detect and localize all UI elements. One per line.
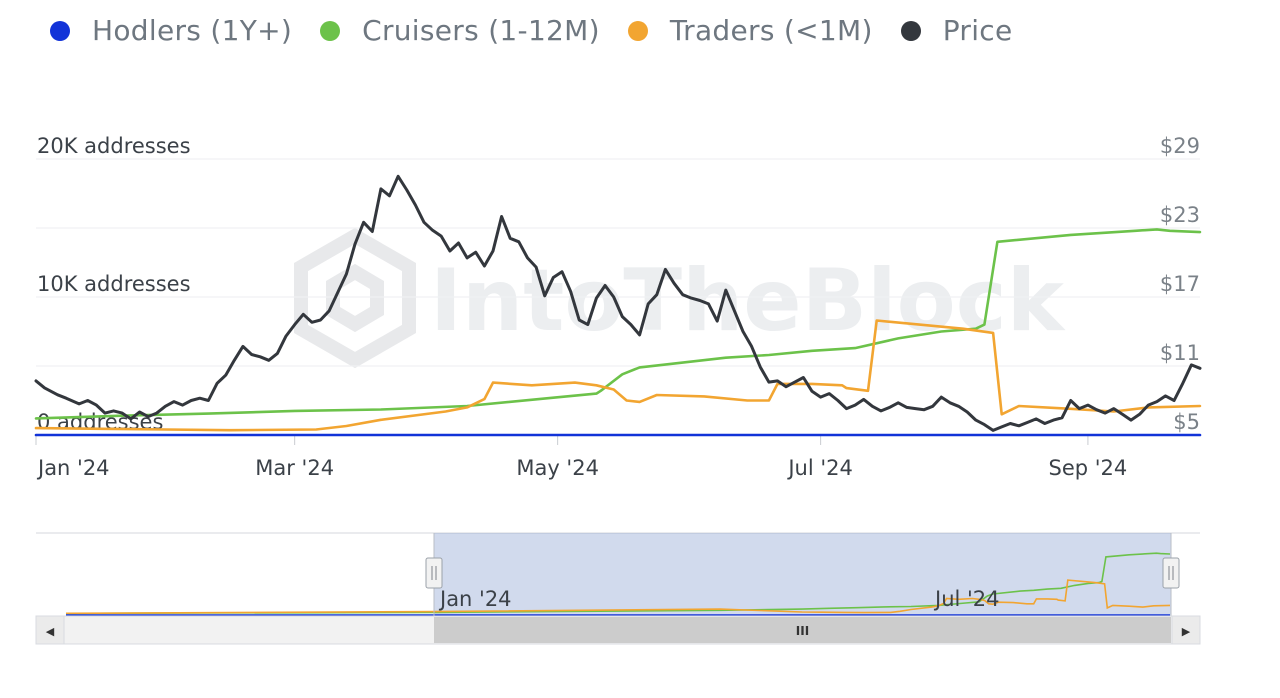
chart-legend: Hodlers (1Y+) Cruisers (1-12M) Traders (… [50,14,1041,47]
y-right-tick-label: $5 [1173,410,1200,434]
navigator-label: Jul '24 [933,587,1000,611]
series-line-traders-1m[interactable] [34,319,1202,432]
legend-label-hodlers: Hodlers (1Y+) [92,14,293,47]
legend-item-hodlers[interactable]: Hodlers (1Y+) [50,14,292,47]
legend-marker-price [900,20,921,41]
series-layer [34,174,1202,437]
series-line-cruisers-1-12m[interactable] [34,228,1202,420]
navigator-series-traders-1m [65,579,1171,615]
watermark-text: IntoTheBlock [430,251,1066,351]
legend-item-price[interactable]: Price [900,14,1013,47]
legend-label-cruisers: Cruisers (1-12M) [362,14,600,47]
scroll-right-arrow-icon: ▶ [1182,625,1191,638]
scrollbar-grip-icon: III [796,624,809,638]
x-tick-label: Sep '24 [1049,456,1128,480]
y-right-tick-label: $23 [1160,203,1200,227]
navigator-right-handle[interactable] [1162,557,1180,589]
scrollbar-right-button[interactable] [1171,615,1201,645]
y-left-tick-label: 20K addresses [37,134,191,158]
y-right-tick-label: $29 [1160,134,1200,158]
scrollbar-thumb[interactable] [434,617,1171,643]
x-tick-label: Mar '24 [255,456,334,480]
scrollbar-left-button[interactable] [35,615,65,645]
legend-item-traders[interactable]: Traders (<1M) [627,14,873,47]
legend-label-traders: Traders (<1M) [669,14,873,47]
scroll-left-arrow-icon: ◀ [46,625,55,638]
navigator: Jan '24 Jul '24 ◀ ▶ III [35,532,1201,645]
legend-marker-traders [627,20,648,41]
x-tick-label: Jan '24 [36,456,110,480]
legend-label-price: Price [942,14,1013,47]
watermark-logo-icon [294,227,416,369]
y-right-tick-label: $11 [1160,341,1200,365]
legend-item-cruisers[interactable]: Cruisers (1-12M) [320,14,600,47]
watermark: IntoTheBlock [294,227,1066,369]
series-line-price[interactable] [34,174,1202,432]
navigator-left-handle[interactable] [425,557,443,589]
x-tick-label: Jul '24 [786,456,853,480]
y-left-tick-label: 10K addresses [37,272,191,296]
navigator-selected-range[interactable] [434,533,1171,616]
navigator-series-cruisers-1-12m [65,552,1171,615]
navigator-label: Jan '24 [438,587,512,611]
legend-marker-hodlers [50,20,70,41]
legend-marker-cruisers [320,20,341,41]
x-tick-label: May '24 [516,456,599,480]
y-right-tick-label: $17 [1160,272,1200,296]
